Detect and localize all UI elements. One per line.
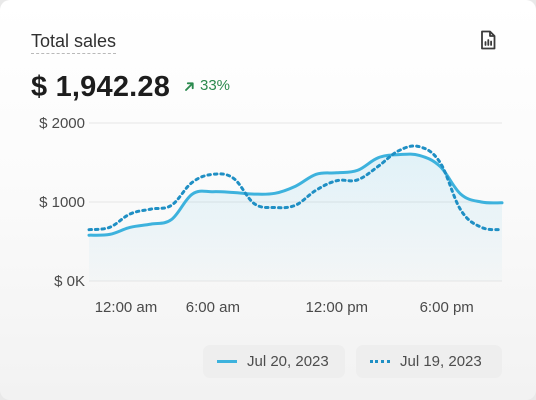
arrow-up-right-icon: [184, 81, 195, 92]
legend-item-previous[interactable]: Jul 19, 2023: [356, 345, 502, 378]
y-tick-label: $ 0K: [54, 273, 85, 290]
series-line-current[interactable]: [87, 152, 504, 237]
y-tick-label: $ 2000: [39, 115, 85, 132]
card-title[interactable]: Total sales: [31, 31, 117, 54]
y-tick-label: $ 1000: [39, 194, 85, 211]
export-report-button[interactable]: [474, 26, 502, 54]
legend-item-current[interactable]: Jul 20, 2023: [203, 345, 345, 378]
x-tick-label: 6:00 pm: [420, 299, 474, 316]
legend-dotted-line-swatch: [370, 360, 390, 363]
x-tick-label: 12:00 am: [95, 299, 158, 316]
total-sales-value: $ 1,942.28: [31, 71, 171, 103]
current-series-area: [89, 154, 502, 281]
legend-solid-line-swatch: [217, 360, 237, 363]
x-tick-label: 12:00 pm: [306, 299, 369, 316]
series-line-previous[interactable]: [87, 144, 504, 232]
legend-label-previous: Jul 19, 2023: [400, 353, 482, 370]
x-tick-label: 6:00 am: [186, 299, 240, 316]
report-document-icon: [481, 30, 496, 50]
legend-label-current: Jul 20, 2023: [247, 353, 329, 370]
sales-change-indicator: 33%: [184, 77, 230, 95]
sales-change-percent: 33%: [200, 77, 231, 94]
